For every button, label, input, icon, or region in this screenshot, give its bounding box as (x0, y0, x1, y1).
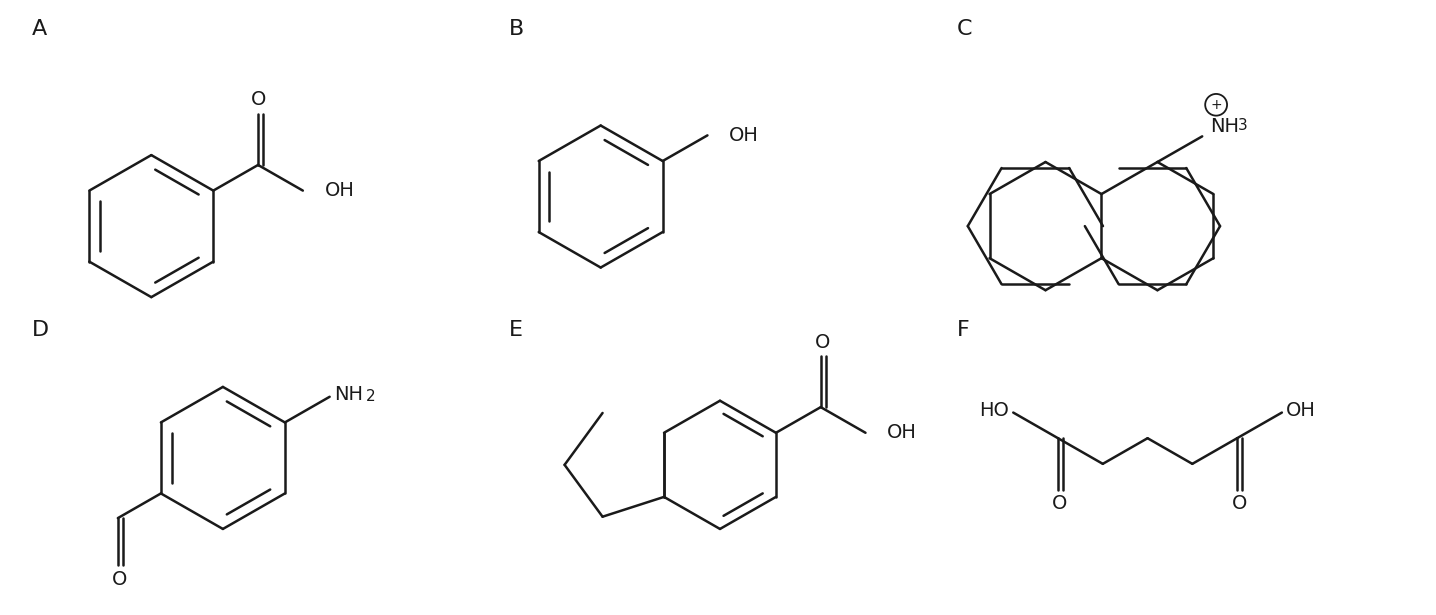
Text: O: O (816, 333, 830, 352)
Text: NH: NH (333, 386, 363, 404)
Text: 3: 3 (1238, 119, 1248, 133)
Text: F: F (956, 320, 969, 340)
Text: O: O (112, 569, 128, 589)
Text: OH: OH (325, 181, 355, 200)
Text: D: D (32, 320, 49, 340)
Text: C: C (956, 19, 972, 39)
Text: OH: OH (729, 126, 760, 145)
Text: O: O (250, 90, 266, 109)
Text: 2: 2 (365, 389, 375, 403)
Text: OH: OH (1285, 401, 1315, 420)
Text: NH: NH (1211, 117, 1239, 136)
Text: OH: OH (887, 423, 918, 442)
Text: B: B (510, 19, 524, 39)
Text: E: E (510, 320, 523, 340)
Text: HO: HO (979, 401, 1010, 420)
Text: +: + (1211, 98, 1222, 112)
Text: A: A (32, 19, 47, 39)
Text: O: O (1053, 494, 1068, 513)
Text: O: O (1232, 494, 1246, 513)
